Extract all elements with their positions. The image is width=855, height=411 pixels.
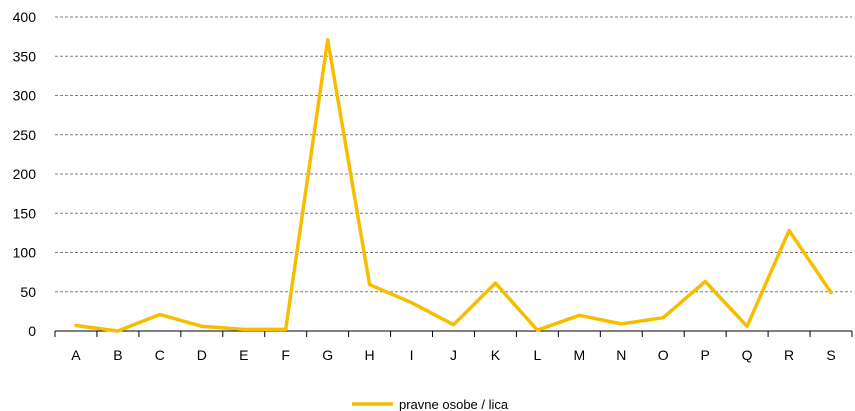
x-tick-label: A xyxy=(71,347,81,363)
x-tick-label: Q xyxy=(742,347,753,363)
x-tick-label: E xyxy=(239,347,248,363)
x-tick-label: O xyxy=(658,347,669,363)
x-tick-label: F xyxy=(281,347,290,363)
gridlines xyxy=(55,16,852,293)
x-tick-label: R xyxy=(784,347,794,363)
y-tick-label: 100 xyxy=(13,245,37,261)
y-tick-label: 250 xyxy=(13,127,37,143)
y-tick-label: 350 xyxy=(13,48,37,64)
x-tick-label: S xyxy=(826,347,835,363)
y-tick-label: 300 xyxy=(13,88,37,104)
legend: pravne osobe / lica xyxy=(352,397,509,411)
y-axis-tick-labels: 0 50 100 150 200 250 300 350 400 xyxy=(13,9,37,339)
x-tick-label: B xyxy=(113,347,122,363)
x-tick-label: D xyxy=(197,347,207,363)
x-axis xyxy=(54,330,853,337)
y-tick-label: 400 xyxy=(13,9,37,25)
y-tick-label: 0 xyxy=(28,323,36,339)
series-line xyxy=(74,38,833,333)
x-tick-label: G xyxy=(322,347,333,363)
x-tick-label: C xyxy=(155,347,165,363)
x-tick-label: P xyxy=(701,347,710,363)
x-tick-label: N xyxy=(616,347,626,363)
x-tick-label: H xyxy=(365,347,375,363)
x-tick-label: I xyxy=(410,347,414,363)
x-tick-label: J xyxy=(450,347,457,363)
x-axis-tick-labels: A B C D E F G H I J K L M N O P Q R S xyxy=(71,347,835,363)
x-tick-label: K xyxy=(491,347,501,363)
y-tick-label: 200 xyxy=(13,166,37,182)
x-tick-label: L xyxy=(533,347,541,363)
x-tick-label: M xyxy=(574,347,586,363)
y-tick-label: 150 xyxy=(13,205,37,221)
y-tick-label: 50 xyxy=(20,284,36,300)
series-layer xyxy=(74,38,833,333)
legend-label: pravne osobe / lica xyxy=(399,397,509,411)
